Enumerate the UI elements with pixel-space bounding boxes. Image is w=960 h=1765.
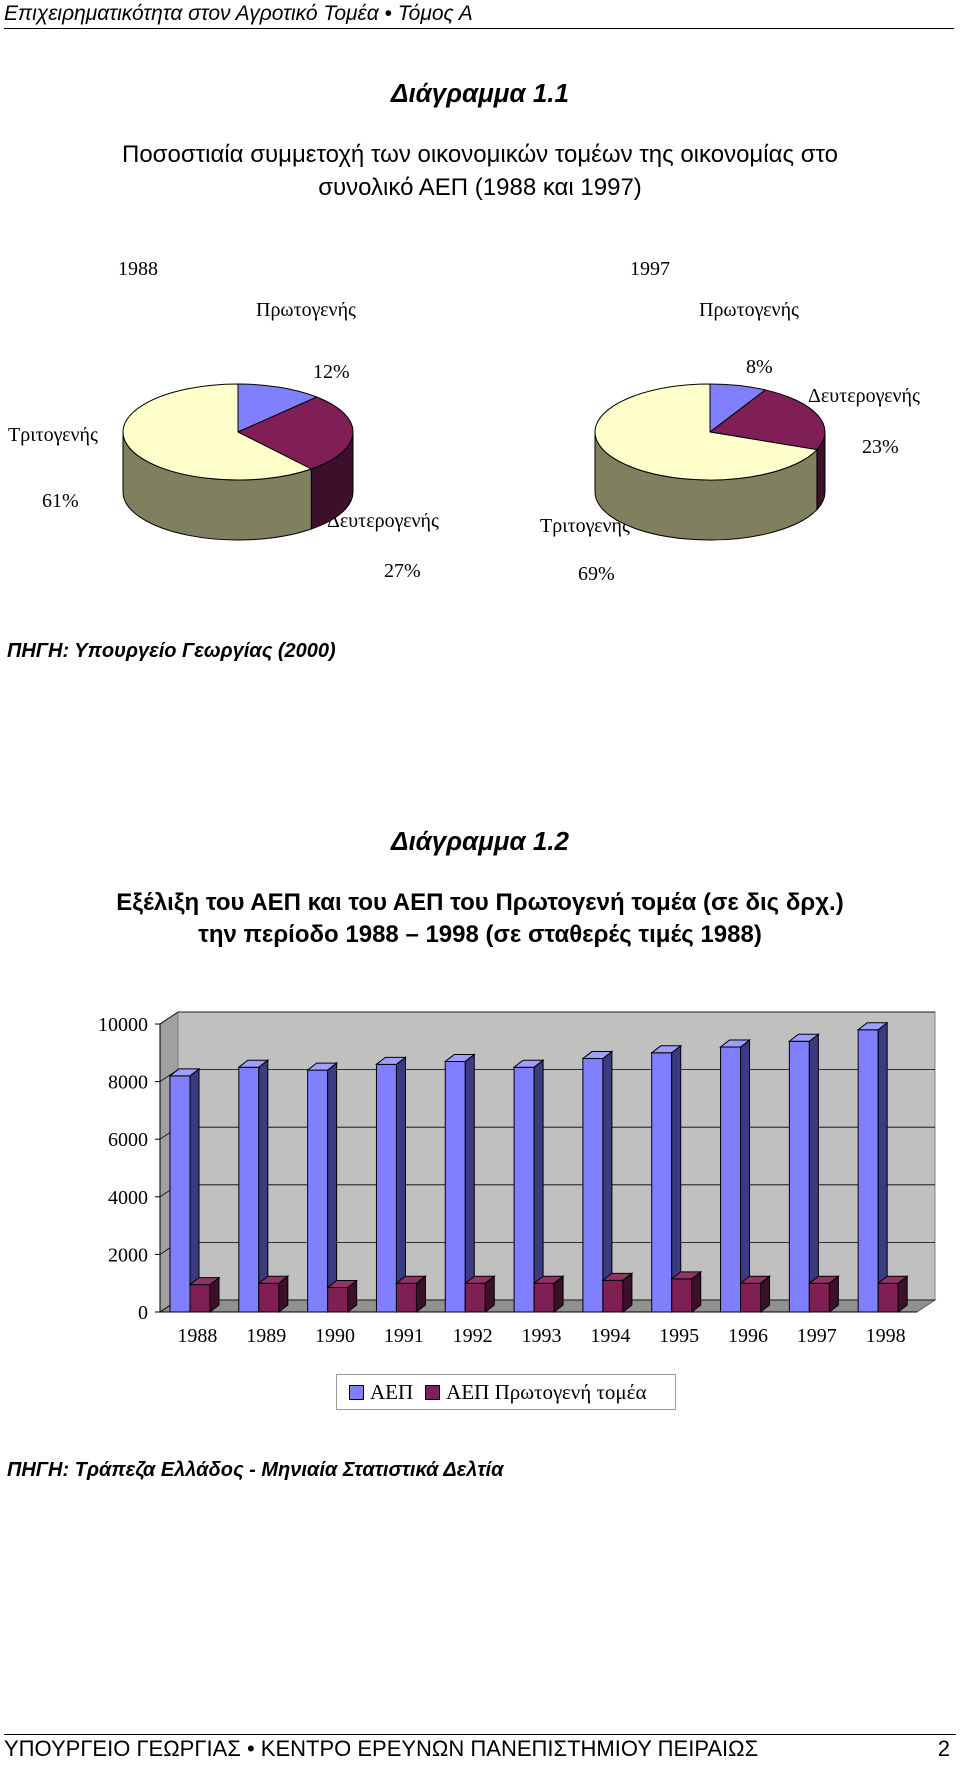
diagram1-title-line2: συνολικό ΑΕΠ (1988 και 1997) [318,174,642,201]
x-tick-label-1990: 1990 [315,1325,355,1347]
legend-swatch-gdp [349,1384,364,1400]
diagram1-heading: Διάγραμμα 1.1 [391,78,569,108]
page-number: 2 [937,1736,950,1761]
pie1997-tertiary-pct: 69% [578,563,615,585]
diagram2-heading: Διάγραμμα 1.2 [391,826,569,856]
bar-primary-1991 [394,1275,427,1314]
pie1997-secondary-label: Δευτερογενής [808,385,920,407]
bar-primary-1992 [463,1275,496,1314]
footer-text: ΥΠΟΥΡΓΕΙΟ ΓΕΩΡΓΙΑΣ • ΚΕΝΤΡΟ ΕΡΕΥΝΩΝ ΠΑΝΕ… [4,1736,759,1761]
bar-primary-1994 [601,1272,634,1314]
diagram2-title-line2: την περίοδο 1988 – 1998 (σε σταθερές τιμ… [198,921,762,948]
x-tick-label-1998: 1998 [866,1325,906,1347]
y-tick-label-8000: 8000 [108,1072,148,1094]
pie-1988-slice-Τριτογενής [122,383,313,481]
bar-gdp-1991 [374,1056,407,1314]
pie1997-primary-pct: 8% [746,356,773,378]
diagram1-source: ΠΗΓΗ: Υπουργείο Γεωργίας (2000) [7,640,336,662]
bar-gdp-1996 [719,1039,752,1314]
y-tick-label-0: 0 [138,1302,148,1324]
bar-gdp-1997 [787,1033,820,1314]
diagram2-title-line1: Εξέλιξη του ΑΕΠ και του ΑΕΠ του Πρωτογεν… [116,889,844,916]
pie1988-secondary-pct: 27% [384,560,421,582]
pie1997-year: 1997 [630,258,670,280]
bar-gdp-1995 [650,1044,683,1314]
gridline-10000 [159,1011,935,1025]
x-tick-label-1994: 1994 [590,1325,630,1347]
pie1988-tertiary-pct: 61% [42,490,79,512]
bar-gdp-1988 [168,1067,201,1314]
y-tick-label-4000: 4000 [108,1187,148,1209]
pie1997-primary-label: Πρωτογενής [699,299,799,321]
y-tick-label-6000: 6000 [108,1129,148,1151]
bar-chart: 0 2000 4000 6000 8000 10000 1988 1989 1990 1991 19… [98,1011,937,1347]
pie-1997-slice-Δευτερογενής [708,389,826,451]
pie-charts [122,383,826,541]
pie-1988-slice-Πρωτογενής [237,383,319,433]
pie-1997-slice-Τριτογενής [594,383,818,481]
pie1988-tertiary-label: Τριτογενής [8,424,98,446]
pie1988-secondary-label: Δευτερογενής [327,510,439,532]
bar-primary-1998 [876,1275,909,1314]
pie-1988-slice-Δευτερογενής [236,396,354,470]
x-tick-label-1991: 1991 [384,1325,424,1347]
x-tick-label-1988: 1988 [177,1325,217,1347]
x-tick-label-1997: 1997 [797,1325,837,1347]
bar-primary-1995 [670,1270,703,1314]
y-tick-label-10000: 10000 [98,1014,148,1036]
x-tick-label-1993: 1993 [522,1325,562,1347]
bar-primary-1989 [257,1275,290,1314]
bar-gdp-1993 [512,1059,545,1314]
legend-label-primary-gdp: ΑΕΠ Πρωτογενή τομέα [446,1379,647,1404]
pie1997-tertiary-label: Τριτογενής [540,515,630,537]
bar-primary-1996 [739,1275,772,1314]
y-tick-label-2000: 2000 [108,1244,148,1266]
bar-primary-1997 [807,1275,840,1314]
x-tick-label-1996: 1996 [728,1325,768,1347]
bar-chart-legend: ΑΕΠ ΑΕΠ Πρωτογενή τομέα [336,1374,676,1410]
x-tick-label-1989: 1989 [246,1325,286,1347]
page-header: Επιχειρηματικότητα στον Αγροτικό Τομέα •… [4,2,954,29]
pie-1997 [594,383,826,541]
bar-gdp-1990 [306,1062,339,1314]
bar-primary-1993 [532,1275,565,1314]
pie1988-primary-label: Πρωτογενής [256,299,356,321]
x-tick-label-1992: 1992 [453,1325,493,1347]
diagram1-title-line1: Ποσοστιαία συμμετοχή των οικονομικών τομ… [121,141,838,168]
pie1988-year: 1988 [118,258,158,280]
pie1997-secondary-pct: 23% [862,436,899,458]
bar-primary-1990 [326,1279,359,1314]
page-footer: ΥΠΟΥΡΓΕΙΟ ΓΕΩΡΓΙΑΣ • ΚΕΝΤΡΟ ΕΡΕΥΝΩΝ ΠΑΝΕ… [4,1734,956,1763]
legend-label-gdp: ΑΕΠ [370,1379,414,1404]
pie1988-primary-pct: 12% [313,361,350,383]
bar-gdp-1994 [581,1050,614,1314]
x-tick-label-1995: 1995 [659,1325,699,1347]
bar-gdp-1998 [856,1021,889,1314]
bar-primary-1988 [188,1276,221,1314]
plot-back-wall [177,1011,936,1301]
pie-1988 [122,383,354,541]
bar-gdp-1989 [237,1059,270,1314]
bar-gdp-1992 [443,1053,476,1314]
diagram2-source: ΠΗΓΗ: Τράπεζα Ελλάδος - Μηνιαία Στατιστι… [7,1459,504,1481]
legend-swatch-primary-gdp [425,1384,441,1400]
